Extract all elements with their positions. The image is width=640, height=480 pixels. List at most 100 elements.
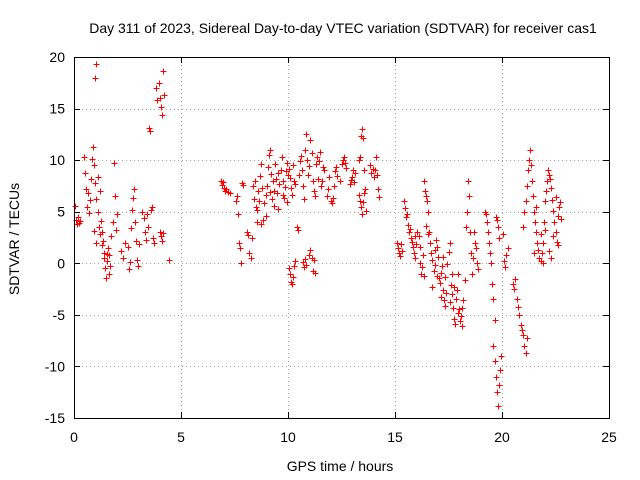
data-point	[106, 271, 113, 278]
data-point	[227, 190, 234, 197]
data-point	[529, 178, 536, 185]
data-point	[427, 240, 434, 247]
data-point	[528, 162, 535, 169]
data-point	[312, 193, 319, 200]
y-tick-label: 0	[57, 255, 65, 271]
data-point	[83, 186, 90, 193]
data-point	[474, 260, 481, 267]
data-point	[295, 227, 302, 234]
data-point	[360, 135, 367, 142]
data-point	[284, 160, 291, 167]
data-point	[442, 303, 449, 310]
data-point	[540, 260, 547, 267]
data-point	[429, 284, 436, 291]
data-point	[103, 275, 110, 282]
grid	[74, 57, 609, 418]
data-point	[156, 80, 163, 87]
data-point	[233, 198, 240, 205]
data-point	[287, 271, 294, 278]
data-point	[428, 250, 435, 257]
data-point	[551, 219, 558, 226]
data-point	[301, 196, 308, 203]
data-point	[280, 192, 287, 199]
data-point	[398, 241, 405, 248]
y-tick-label: 15	[49, 101, 65, 117]
data-point	[75, 214, 82, 221]
data-point	[160, 230, 167, 237]
data-point	[451, 284, 458, 291]
data-point	[553, 194, 560, 201]
data-point	[257, 173, 264, 180]
data-point	[556, 204, 563, 211]
data-point	[321, 167, 328, 174]
data-point	[81, 154, 88, 161]
data-point	[439, 263, 446, 270]
data-point	[95, 209, 102, 216]
data-point	[424, 198, 431, 205]
data-point	[527, 147, 534, 154]
data-point	[82, 170, 89, 177]
data-point	[99, 242, 106, 249]
data-point	[160, 68, 167, 75]
data-point	[531, 250, 538, 257]
data-point	[421, 273, 428, 280]
data-point	[329, 200, 336, 207]
data-point	[462, 277, 469, 284]
y-tick-label: -10	[45, 358, 65, 374]
data-point	[136, 241, 143, 248]
data-point	[267, 147, 274, 154]
data-point	[510, 281, 517, 288]
data-point	[264, 183, 271, 190]
data-point	[311, 188, 318, 195]
data-point	[77, 218, 84, 225]
data-point	[498, 353, 505, 360]
tick-labels: 0 5 10 15 20 25 -15 -10 -5 0 5 10 15 20	[45, 49, 617, 445]
data-point	[235, 211, 242, 218]
data-point	[309, 150, 316, 157]
data-point	[99, 229, 106, 236]
data-point	[281, 195, 288, 202]
data-point	[112, 193, 119, 200]
data-point	[554, 239, 561, 246]
data-point	[547, 176, 554, 183]
data-point	[288, 185, 295, 192]
data-point	[128, 225, 135, 232]
data-point	[110, 219, 117, 226]
data-point	[458, 313, 465, 320]
data-point	[260, 217, 267, 224]
y-tick-label: 5	[57, 204, 65, 220]
data-point	[432, 262, 439, 269]
data-point	[525, 167, 532, 174]
data-point	[267, 189, 274, 196]
plot-frame	[74, 57, 610, 419]
data-point	[533, 229, 540, 236]
data-point	[526, 157, 533, 164]
data-point	[358, 204, 365, 211]
data-point	[524, 335, 531, 342]
data-point	[489, 281, 496, 288]
data-point	[291, 263, 298, 270]
data-point	[331, 183, 338, 190]
data-point	[97, 188, 104, 195]
data-point	[314, 154, 321, 161]
y-tick-label: -5	[53, 307, 66, 323]
data-point	[516, 312, 523, 319]
data-point	[401, 198, 408, 205]
data-point	[236, 240, 243, 247]
data-point	[524, 183, 531, 190]
data-point	[96, 224, 103, 231]
data-point	[86, 210, 93, 217]
data-point	[291, 178, 298, 185]
data-point	[352, 170, 359, 177]
data-point	[492, 317, 499, 324]
data-point	[449, 291, 456, 298]
data-point	[91, 228, 98, 235]
data-point	[90, 144, 97, 151]
data-point	[465, 178, 472, 185]
data-point	[483, 211, 490, 218]
data-point	[453, 296, 460, 303]
data-point	[149, 204, 156, 211]
data-point	[351, 179, 358, 186]
data-point	[240, 182, 247, 189]
data-point	[412, 255, 419, 262]
